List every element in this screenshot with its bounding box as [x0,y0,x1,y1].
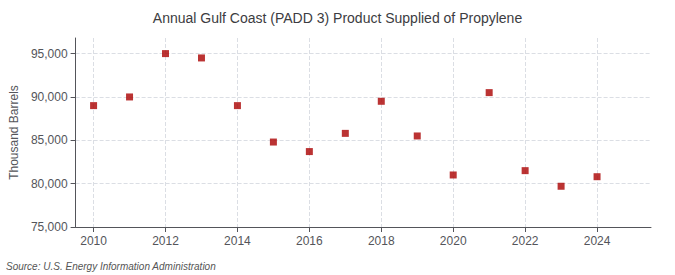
svg-text:2012: 2012 [152,234,179,248]
svg-text:75,000: 75,000 [31,220,68,234]
svg-text:2016: 2016 [296,234,323,248]
svg-text:Annual Gulf Coast (PADD 3) Pro: Annual Gulf Coast (PADD 3) Product Suppl… [153,10,523,26]
svg-text:95,000: 95,000 [31,47,68,61]
svg-text:80,000: 80,000 [31,177,68,191]
svg-text:90,000: 90,000 [31,90,68,104]
svg-text:Source: U.S. Energy Informatio: Source: U.S. Energy Information Administ… [6,261,216,272]
svg-text:Thousand Barrels: Thousand Barrels [7,85,21,180]
svg-text:85,000: 85,000 [31,133,68,147]
svg-text:2022: 2022 [512,234,539,248]
svg-text:2014: 2014 [224,234,251,248]
svg-text:2010: 2010 [80,234,107,248]
svg-text:2020: 2020 [440,234,467,248]
svg-text:2024: 2024 [584,234,611,248]
svg-text:2018: 2018 [368,234,395,248]
